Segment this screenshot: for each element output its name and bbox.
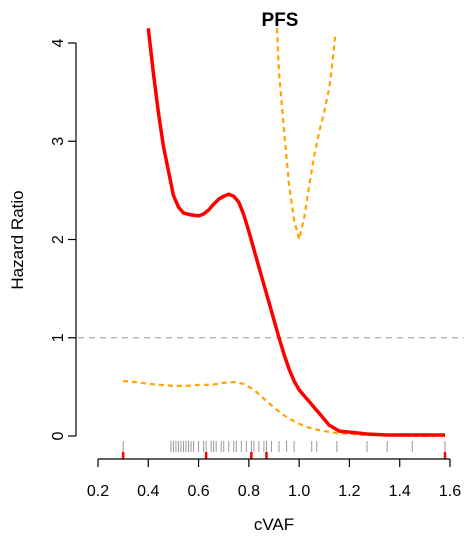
x-tick-label: 1.0 — [288, 483, 310, 500]
ci-upper-line — [275, 28, 337, 240]
x-tick-label: 1.4 — [389, 483, 411, 500]
x-tick-label: 0.2 — [87, 483, 109, 500]
y-axis-label: Hazard Ratio — [8, 190, 27, 289]
x-axis-label: cVAF — [254, 515, 294, 534]
confidence-band-layer — [123, 28, 445, 438]
y-tick-label: 4 — [50, 38, 67, 47]
y-tick-label: 1 — [50, 333, 67, 342]
hazard-ratio-estimate-line — [146, 28, 445, 437]
estimate-layer — [146, 28, 445, 437]
rug-layer — [121, 441, 447, 459]
ci-lower-line — [123, 379, 445, 438]
x-tick-label: 0.8 — [238, 483, 260, 500]
y-tick-label: 0 — [50, 431, 67, 440]
axes-layer: 0.2 0.4 0.6 0.8 1.0 1.2 1.4 1.6 0 1 2 3 4 — [50, 38, 461, 500]
y-tick-label: 2 — [50, 235, 67, 244]
y-tick-label: 3 — [50, 137, 67, 146]
chart-title: PFS — [262, 10, 299, 31]
x-tick-label: 1.2 — [338, 483, 360, 500]
x-tick-label: 0.6 — [187, 483, 209, 500]
x-tick-label: 0.4 — [137, 483, 159, 500]
x-tick-label: 1.6 — [439, 483, 461, 500]
